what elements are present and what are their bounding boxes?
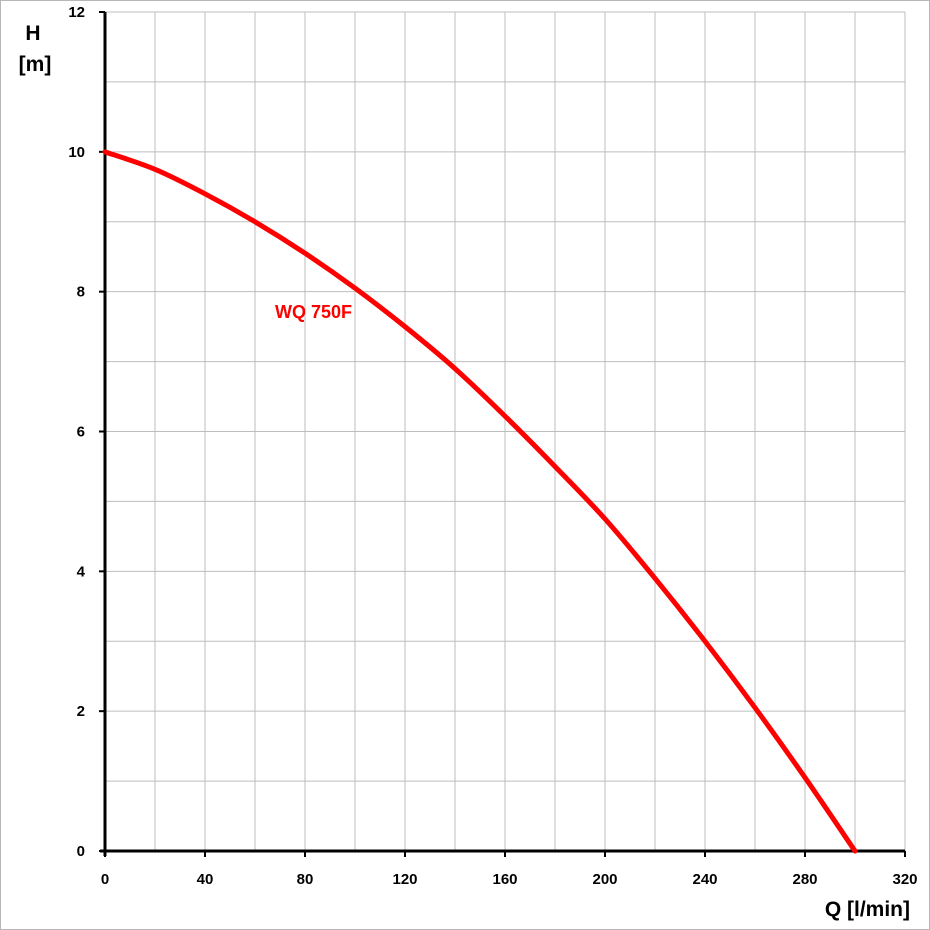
x-tick-label: 0: [101, 871, 109, 888]
y-tick-label: 0: [77, 843, 85, 860]
series-line: [102, 149, 858, 854]
y-tick-label: 2: [77, 703, 85, 720]
x-tick-label: 240: [692, 871, 717, 888]
y-tick-label: 8: [77, 284, 85, 301]
x-tick-label: 320: [892, 871, 917, 888]
y-axis-title-symbol: H: [25, 22, 40, 45]
series-layer: WQ 750F: [102, 149, 858, 854]
grid-lines: [105, 11, 906, 851]
y-tick-label: 4: [77, 563, 86, 580]
x-tick-label: 80: [297, 871, 314, 888]
y-axis-title-unit: [m]: [19, 53, 52, 76]
x-tick-label: 160: [492, 871, 517, 888]
y-tick-label: 6: [77, 424, 85, 441]
x-tick-label: 120: [392, 871, 417, 888]
y-tick-label: 12: [68, 4, 85, 21]
series-label: WQ 750F: [275, 302, 352, 322]
x-axis-title: Q [l/min]: [825, 898, 910, 921]
tick-labels: 0 40 80 120 160 200 240 280 320 0 2 4 6 8 10 12: [68, 4, 917, 888]
x-tick-label: 200: [592, 871, 617, 888]
axes: [99, 11, 906, 857]
x-tick-label: 280: [792, 871, 817, 888]
y-tick-label: 10: [68, 144, 85, 161]
x-tick-label: 40: [197, 871, 214, 888]
